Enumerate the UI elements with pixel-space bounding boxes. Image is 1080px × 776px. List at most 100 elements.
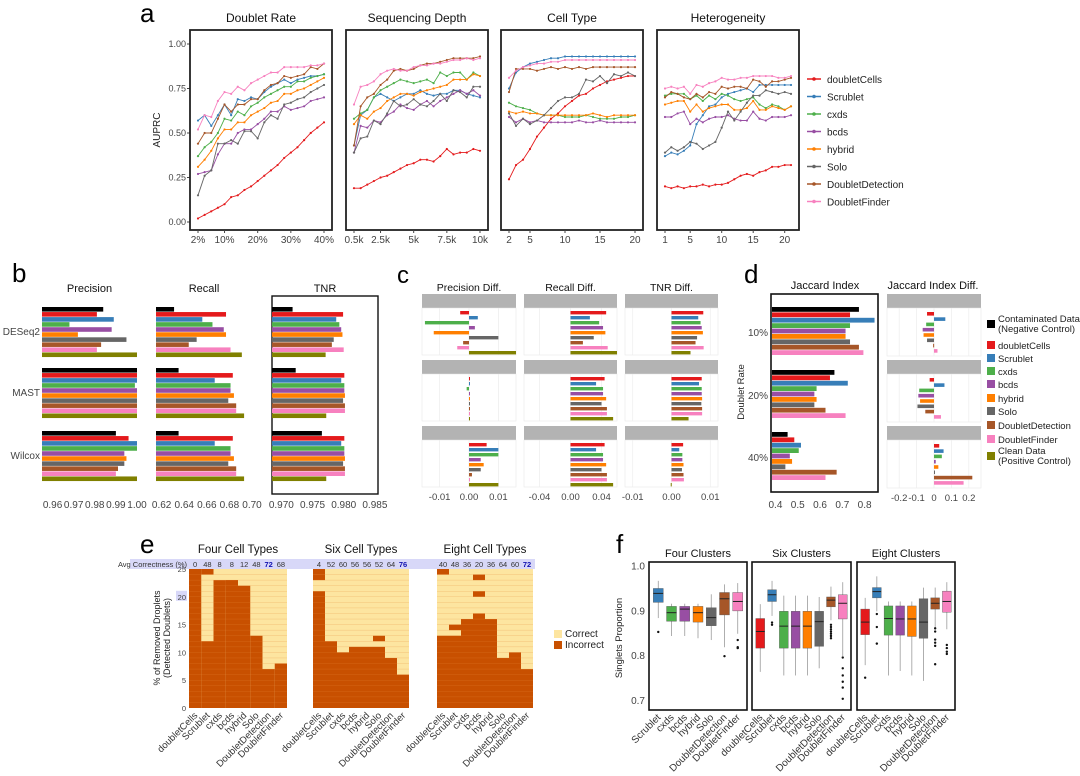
a-legend-label: DoubletFinder [827, 198, 890, 209]
a-point-DoubletDetection [619, 66, 623, 69]
a-point-DoubletDetection [549, 66, 553, 69]
a-ylabel: AUPRC [152, 112, 163, 147]
a-point-doubletCells [236, 194, 239, 197]
f-box-Solo [814, 611, 824, 647]
a-point-hybrid [745, 106, 749, 110]
a-point-DoubletDetection [598, 66, 602, 69]
e-legend-key-correct [554, 630, 562, 638]
f-outlier-DoubletDetection [933, 638, 937, 641]
a-point-hybrid [359, 114, 362, 117]
a-point-cxds [452, 71, 455, 74]
c-xtick-label: 0.01 [701, 492, 720, 503]
a-point-bcds [670, 115, 673, 119]
a-point-DoubletDetection [542, 67, 546, 71]
b-bar-bcds [156, 388, 231, 393]
a-point-hybrid [682, 99, 686, 103]
e-facet-title: Eight Cell Types [444, 544, 527, 556]
e-ytick-label: 15 [178, 621, 186, 630]
a-point-DoubletDetection [352, 144, 356, 147]
e-avg-label: Avg Correctness (%) [118, 560, 188, 569]
c-xtick-label: 0.01 [489, 492, 508, 503]
a-point-Solo [542, 114, 546, 117]
a-point-Solo [714, 140, 717, 143]
f-outlier-DoubletFinder [841, 656, 844, 659]
b-bar-Contaminated [272, 307, 293, 312]
c-bar-DoubletFinder [570, 412, 607, 416]
d-bar-doubletCells [772, 312, 851, 318]
c-bar-hybrid [469, 463, 484, 467]
c-facet-title: TNR Diff. [650, 282, 693, 294]
b-xtick-label: 0.985 [362, 500, 387, 511]
b-bar-Solo [156, 461, 229, 466]
d-diff-title: Jaccard Index Diff. [888, 280, 979, 292]
a-point-DoubletFinder [366, 83, 369, 87]
a-xtick-label: 5 [687, 235, 693, 246]
a-point-Scrublet [663, 155, 667, 158]
a-point-Scrublet [758, 83, 761, 87]
c-bar-Scrublet [469, 448, 499, 452]
a-point-Scrublet [283, 78, 286, 81]
a-point-doubletCells [203, 213, 206, 216]
a-point-DoubletFinder [263, 74, 266, 78]
c-bar-Solo [469, 402, 470, 406]
d-legend-label: DoubletDetection [998, 421, 1071, 432]
a-point-Solo [425, 105, 429, 108]
e-avg-value: 8 [218, 560, 222, 569]
a-point-Solo [359, 137, 362, 140]
b-bar-Clean [42, 476, 137, 482]
a-point-doubletCells [612, 78, 616, 81]
c-xtick-label: 0.00 [460, 492, 479, 503]
b-xtick-label: 0.64 [175, 500, 195, 511]
a-point-doubletCells [263, 174, 266, 177]
a-point-hybrid [708, 106, 711, 110]
a-point-DoubletFinder [789, 74, 793, 78]
a-point-Scrublet [419, 89, 422, 92]
a-point-cxds [196, 155, 200, 158]
c-strip [625, 360, 718, 374]
a-point-hybrid [733, 108, 736, 111]
a-xtick-label: 2 [506, 235, 512, 246]
d-bar-bcds [772, 453, 790, 459]
b-bar-doubletCells [156, 312, 227, 317]
a-point-DoubletFinder [352, 103, 356, 106]
f-outlier-DoubletDetection [829, 625, 833, 629]
d-legend-key-Solo [987, 407, 995, 415]
e-avg-value: 52 [327, 560, 335, 569]
a-point-bcds [542, 121, 546, 124]
c-bar-cxds [570, 453, 604, 457]
a-point-DoubletFinder [676, 87, 679, 90]
a-point-bcds [739, 119, 742, 122]
a-series-line-Solo [353, 86, 480, 153]
a-point-cxds [521, 106, 525, 110]
a-point-DoubletFinder [556, 60, 560, 63]
a-point-Solo [598, 74, 602, 78]
a-point-Scrublet [412, 92, 415, 95]
b-bar-Scrublet [42, 441, 137, 446]
b-xtick-label: 0.66 [197, 500, 217, 511]
a-point-Solo [459, 90, 462, 94]
a-point-hybrid [535, 112, 539, 115]
a-point-hybrid [309, 83, 312, 87]
a-point-Solo [663, 151, 667, 154]
a-point-hybrid [459, 78, 462, 81]
b-bar-hybrid [42, 332, 78, 337]
d-diff-bar-cxds [926, 322, 934, 327]
a-point-DoubletFinder [322, 62, 326, 65]
d-diff-xtick-label: 0 [931, 493, 936, 504]
a-point-hybrid [619, 114, 623, 117]
c-bar-DoubletFinder [457, 346, 469, 350]
a-point-cxds [352, 117, 356, 120]
e-avg-value: 56 [351, 560, 359, 569]
panel-label-c: c [397, 262, 409, 289]
a-point-Scrublet [682, 149, 686, 152]
a-point-DoubletDetection [478, 55, 482, 58]
a-point-doubletCells [386, 174, 389, 177]
a-xtick-label: 10% [215, 235, 235, 246]
a-xtick-label: 10 [716, 235, 728, 246]
a-point-DoubletFinder [726, 78, 730, 81]
a-point-DoubletDetection [739, 85, 742, 88]
d-bar-DoubletFinder [772, 413, 846, 418]
f-outlier-DoubletFinder [945, 646, 949, 650]
e-avg-value: 56 [363, 560, 371, 569]
a-point-doubletCells [309, 131, 312, 135]
